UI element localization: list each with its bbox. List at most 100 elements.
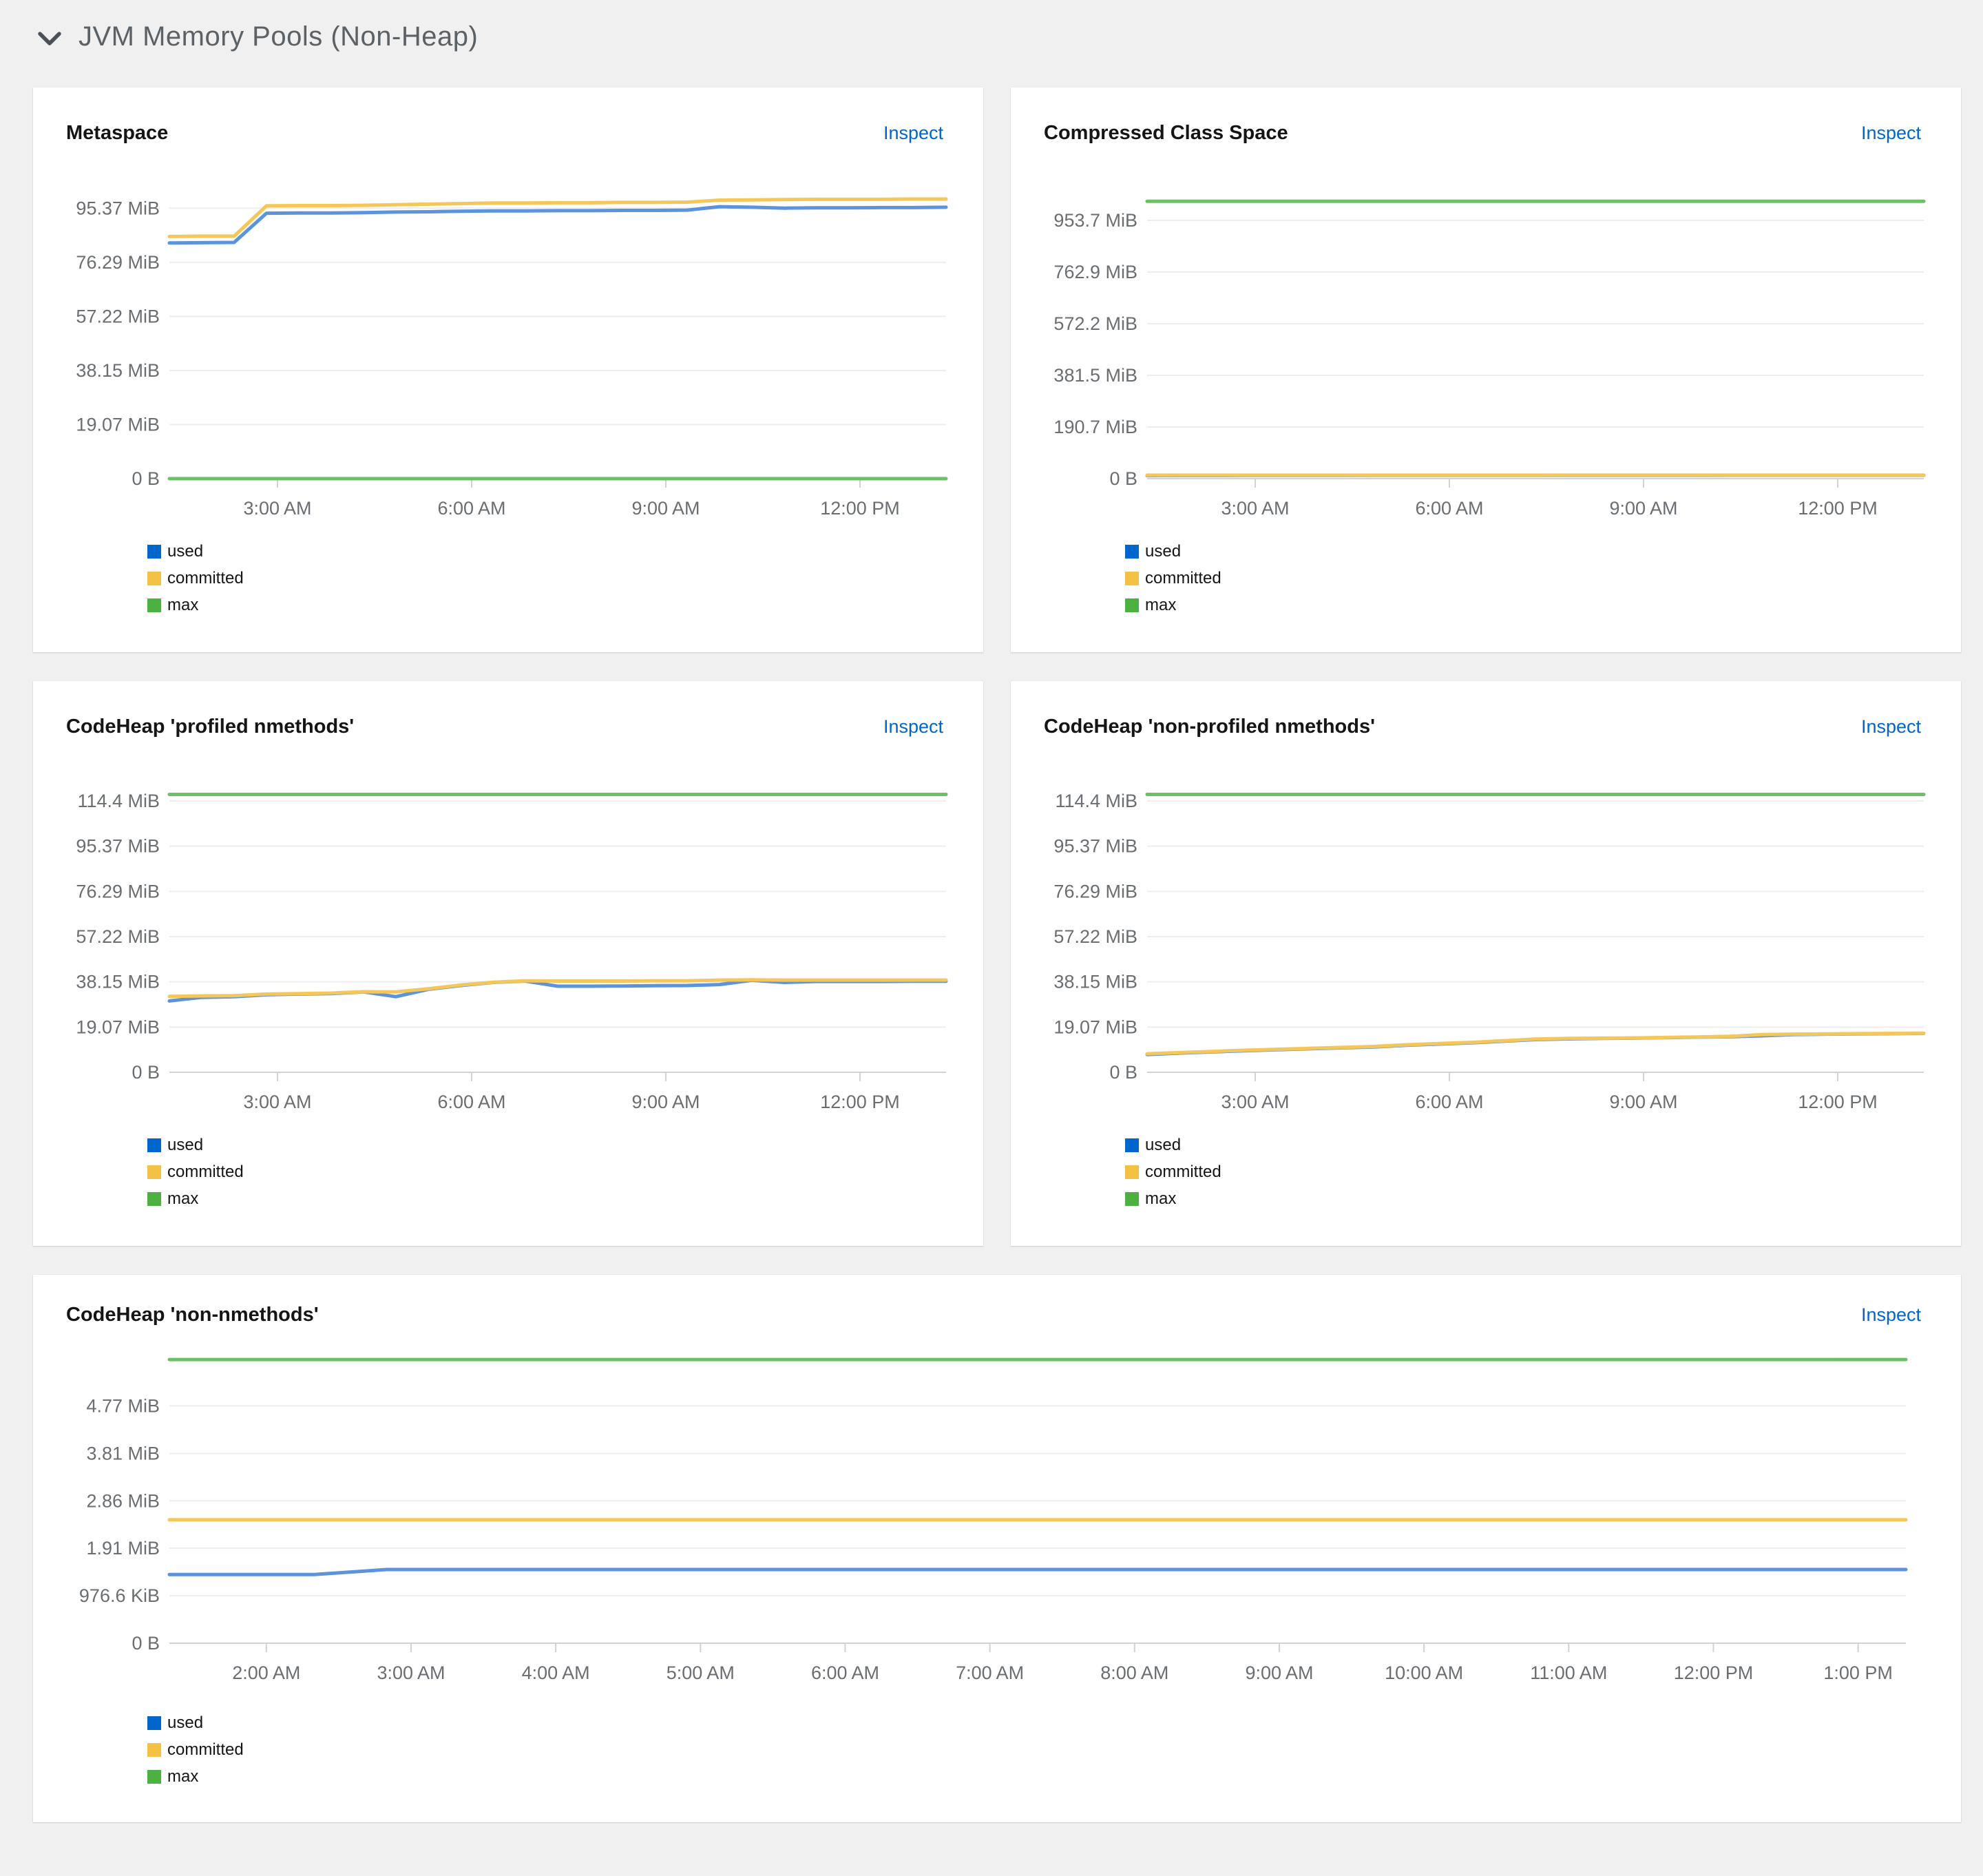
x-axis-label: 7:00 AM <box>956 1663 1024 1683</box>
legend-swatch-committed <box>147 572 161 585</box>
inspect-link[interactable]: Inspect <box>883 716 943 738</box>
legend-label: used <box>167 542 203 561</box>
legend-label: used <box>167 1713 203 1733</box>
card-row: CodeHeap 'non-nmethods' Inspect 4.77 MiB… <box>33 1275 1961 1822</box>
chart-card-codeheap-non-profiled-nmethods: CodeHeap 'non-profiled nmethods' Inspect… <box>1011 681 1961 1246</box>
series-line-committed <box>1147 1033 1924 1054</box>
legend-label: max <box>167 1767 198 1786</box>
y-axis-label: 57.22 MiB <box>1053 926 1137 947</box>
chart-legend: used committed max <box>147 542 983 615</box>
x-axis-label: 12:00 PM <box>820 1092 900 1112</box>
y-axis-label: 0 B <box>132 1633 160 1654</box>
x-axis-label: 3:00 AM <box>243 1092 311 1112</box>
y-gridlines: 953.7 MiB 762.9 MiB 572.2 MiB 381.5 MiB 190.… <box>1053 210 1924 489</box>
x-axis-label: 3:00 AM <box>377 1663 445 1683</box>
y-axis-label: 95.37 MiB <box>1053 836 1137 857</box>
y-axis-label: 114.4 MiB <box>77 791 160 811</box>
x-axis-label: 4:00 AM <box>522 1663 590 1683</box>
legend-label: max <box>1145 1189 1176 1209</box>
y-axis-label: 76.29 MiB <box>76 252 160 273</box>
legend-swatch-max <box>147 1770 161 1784</box>
inspect-link[interactable]: Inspect <box>1861 1304 1921 1326</box>
x-axis-label: 6:00 AM <box>811 1663 879 1683</box>
legend-swatch-used <box>147 1716 161 1730</box>
series-line-used <box>169 207 946 243</box>
y-axis-label: 0 B <box>1109 1062 1137 1083</box>
y-axis-label: 0 B <box>132 468 160 489</box>
inspect-link[interactable]: Inspect <box>1861 716 1921 738</box>
card-row: CodeHeap 'profiled nmethods' Inspect 114… <box>33 681 1961 1246</box>
x-axis-label: 6:00 AM <box>1415 1092 1483 1112</box>
x-axis-label: 12:00 PM <box>820 498 900 519</box>
y-axis-label: 1.91 MiB <box>86 1538 160 1559</box>
x-axis-label: 6:00 AM <box>1415 498 1483 519</box>
legend-item-committed: committed <box>147 1163 983 1182</box>
x-axis-label: 12:00 PM <box>1798 1092 1878 1112</box>
x-axis-label: 2:00 AM <box>232 1663 300 1683</box>
y-axis-label: 38.15 MiB <box>1053 972 1137 992</box>
y-axis-label: 76.29 MiB <box>76 881 160 901</box>
x-axis-label: 3:00 AM <box>243 498 311 519</box>
y-axis-label: 572.2 MiB <box>1053 313 1137 334</box>
line-chart: 114.4 MiB 95.37 MiB 76.29 MiB 57.22 MiB 38.1… <box>1044 769 1928 1134</box>
legend-swatch-used <box>1125 545 1139 559</box>
inspect-link[interactable]: Inspect <box>883 123 943 144</box>
x-axis-label: 9:00 AM <box>1609 1092 1677 1112</box>
x-axis-label: 11:00 AM <box>1530 1663 1607 1683</box>
legend-label: used <box>1145 542 1181 561</box>
y-axis-label: 19.07 MiB <box>1053 1017 1137 1037</box>
y-axis-label: 95.37 MiB <box>76 836 160 857</box>
x-axis-label: 12:00 PM <box>1674 1663 1754 1683</box>
legend-item-max: max <box>147 596 983 615</box>
chart-card-header: CodeHeap 'non-nmethods' Inspect <box>33 1275 1961 1326</box>
x-axis-label: 3:00 AM <box>1221 498 1289 519</box>
legend-swatch-used <box>147 1138 161 1152</box>
x-axis-label: 9:00 AM <box>631 498 700 519</box>
legend-swatch-max <box>1125 598 1139 612</box>
x-axis-label: 10:00 AM <box>1385 1663 1463 1683</box>
inspect-link[interactable]: Inspect <box>1861 123 1921 144</box>
legend-item-committed: committed <box>1125 1163 1961 1182</box>
legend-label: used <box>167 1136 203 1155</box>
legend-item-max: max <box>1125 596 1961 615</box>
legend-item-used: used <box>147 1713 1961 1733</box>
y-axis-label: 190.7 MiB <box>1053 417 1137 437</box>
y-axis-label: 381.5 MiB <box>1053 365 1137 386</box>
legend-item-max: max <box>1125 1189 1961 1209</box>
legend-label: used <box>1145 1136 1181 1155</box>
legend-label: committed <box>167 569 244 588</box>
x-axis-label: 9:00 AM <box>631 1092 700 1112</box>
legend-swatch-committed <box>1125 572 1139 585</box>
legend-swatch-max <box>147 598 161 612</box>
legend-label: max <box>167 596 198 615</box>
y-axis-label: 38.15 MiB <box>76 360 160 381</box>
section-title: JVM Memory Pools (Non-Heap) <box>78 21 478 52</box>
y-axis-label: 76.29 MiB <box>1053 881 1137 901</box>
series-line-committed <box>169 199 946 236</box>
legend-item-used: used <box>1125 542 1961 561</box>
legend-label: committed <box>167 1163 244 1182</box>
x-axis-label: 8:00 AM <box>1100 1663 1168 1683</box>
legend-swatch-committed <box>147 1743 161 1757</box>
y-axis-label: 95.37 MiB <box>76 198 160 218</box>
y-axis-label: 953.7 MiB <box>1053 210 1137 231</box>
legend-swatch-max <box>147 1192 161 1206</box>
legend-item-used: used <box>1125 1136 1961 1155</box>
section-expand-toggle[interactable]: JVM Memory Pools (Non-Heap) <box>37 17 1961 56</box>
chart-card-header: CodeHeap 'non-profiled nmethods' Inspect <box>1011 681 1961 738</box>
y-axis-label: 762.9 MiB <box>1053 262 1137 282</box>
y-axis-label: 114.4 MiB <box>1055 791 1137 811</box>
x-axis-label: 6:00 AM <box>437 1092 505 1112</box>
y-axis-label: 0 B <box>132 1062 160 1083</box>
x-axis: 3:00 AM 6:00 AM 9:00 AM 12:00 PM <box>243 1072 899 1112</box>
y-axis-label: 57.22 MiB <box>76 926 160 947</box>
